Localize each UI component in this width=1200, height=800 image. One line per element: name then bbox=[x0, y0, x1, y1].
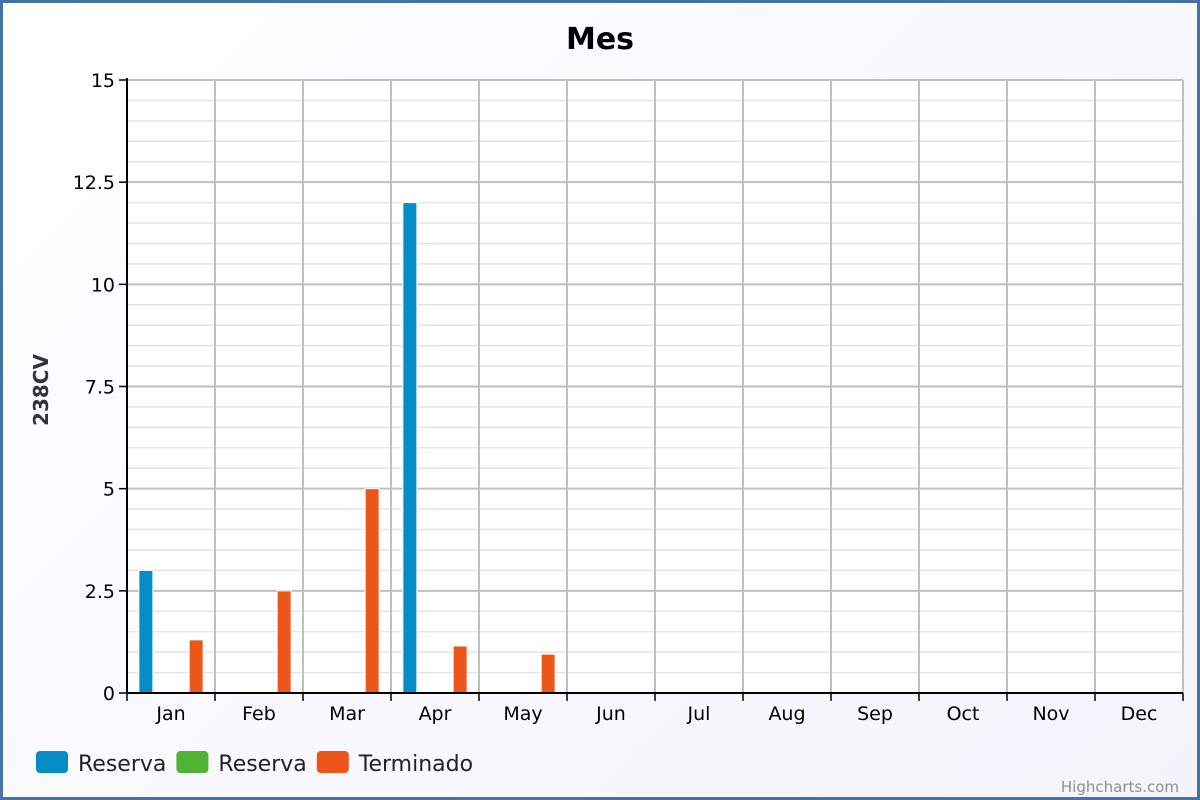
x-tick-label: Dec bbox=[1121, 703, 1158, 725]
legend-label: Reserva bbox=[218, 752, 306, 777]
legend-item[interactable]: Reserva bbox=[36, 751, 166, 777]
legend-swatch bbox=[36, 751, 68, 773]
x-tick-label: Jan bbox=[155, 703, 185, 725]
chart-title: Mes bbox=[566, 22, 634, 57]
legend-swatch bbox=[316, 751, 349, 773]
axis-layer: 0 2.5 5 7.5 10 12.5 15 Jan Feb Mar Apr May Jun Jul Aug… bbox=[73, 70, 1184, 725]
y-axis-title: 238CV bbox=[29, 354, 53, 426]
legend-label: Reserva bbox=[78, 752, 166, 777]
x-tick-label: Mar bbox=[329, 703, 365, 725]
bar-terminado-jan[interactable] bbox=[188, 639, 204, 694]
bar-reserva-apr[interactable] bbox=[402, 202, 418, 694]
x-tick-label: Feb bbox=[242, 703, 276, 725]
credits-link[interactable]: Highcharts.com bbox=[1061, 778, 1179, 796]
x-tick-label: Aug bbox=[768, 703, 805, 725]
x-tick-label: Nov bbox=[1032, 703, 1069, 725]
bar-reserva-jan[interactable] bbox=[138, 569, 154, 694]
y-tick-label: 15 bbox=[91, 70, 115, 92]
bar-terminado-feb[interactable] bbox=[276, 590, 292, 694]
bar-terminado-mar[interactable] bbox=[364, 488, 380, 694]
y-tick-label: 5 bbox=[103, 479, 115, 501]
legend-item[interactable]: Reserva bbox=[176, 751, 307, 777]
x-tick-label: Oct bbox=[947, 703, 980, 725]
y-tick-label: 12.5 bbox=[73, 172, 115, 194]
legend-swatch bbox=[176, 751, 209, 773]
x-tick-label: Apr bbox=[419, 703, 452, 725]
x-tick-label: Jun bbox=[595, 703, 626, 725]
bar-layer bbox=[138, 202, 556, 694]
legend-label: Terminado bbox=[358, 752, 473, 777]
bar-terminado-may[interactable] bbox=[540, 653, 556, 694]
legend-item[interactable]: Terminado bbox=[316, 751, 473, 777]
legend: Reserva Reserva Terminado bbox=[36, 751, 473, 777]
y-tick-label: 2.5 bbox=[85, 581, 115, 603]
x-tick-label: Jul bbox=[687, 703, 711, 725]
grid-layer bbox=[126, 79, 1184, 694]
y-tick-label: 7.5 bbox=[85, 377, 115, 399]
y-tick-label: 10 bbox=[91, 274, 115, 296]
x-tick-label: May bbox=[503, 703, 542, 725]
chart-svg: 0 2.5 5 7.5 10 12.5 15 Jan Feb Mar Apr May Jun Jul Aug… bbox=[29, 22, 1184, 796]
y-tick-label: 0 bbox=[103, 683, 115, 705]
x-tick-label: Sep bbox=[857, 703, 893, 725]
bar-terminado-apr[interactable] bbox=[452, 645, 468, 694]
